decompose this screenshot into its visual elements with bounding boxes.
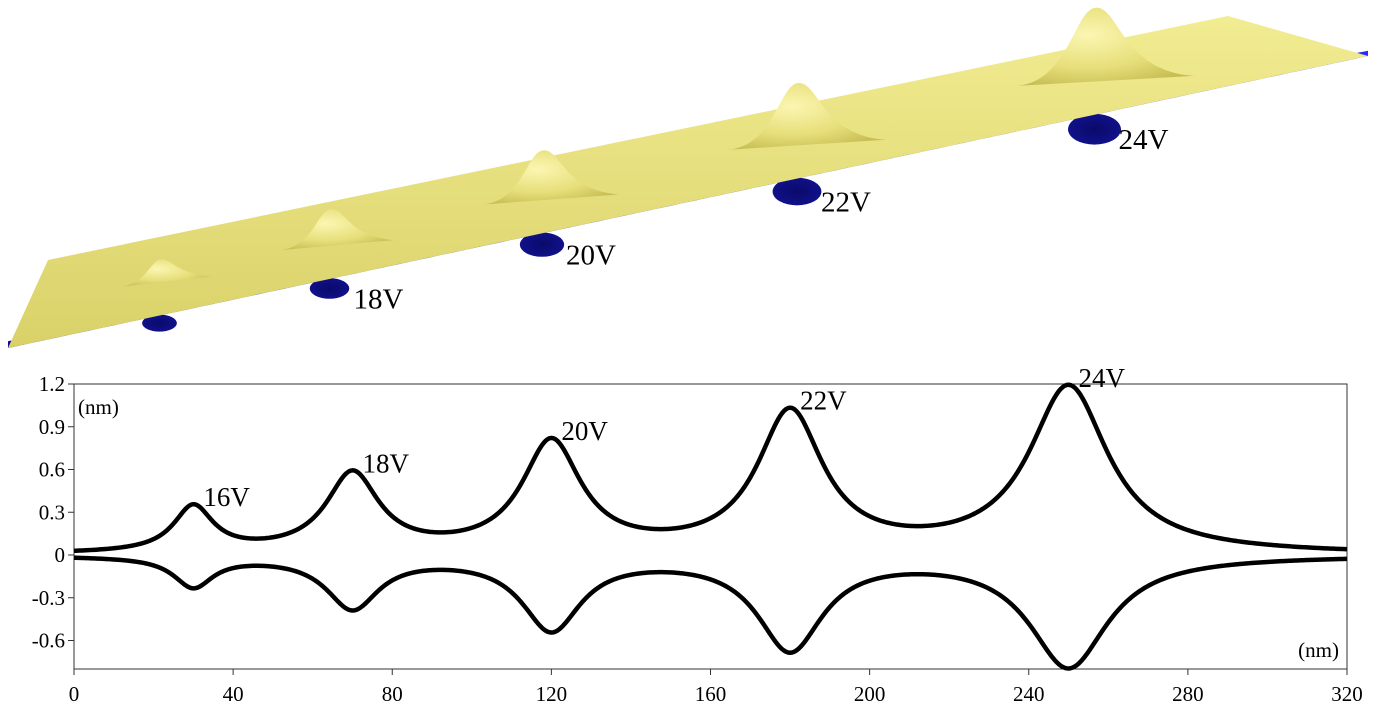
y-axis: 1.2 0.9 0.6 0.3 0 -0.3 -0.6: [32, 372, 74, 653]
y-tick-label: 0.9: [39, 415, 65, 439]
surface-peak: [482, 150, 619, 205]
surface-peak: [121, 259, 211, 287]
series-bottom-line: [73, 555, 1348, 671]
surface-peak-label: 18V: [354, 283, 404, 315]
y-tick-label: 0.6: [39, 458, 65, 482]
surface-peak: [727, 82, 886, 150]
x-axis: 0 40 80 120 160 200 240 280 320: [69, 669, 1363, 706]
surface-peak-label: 24V: [1119, 124, 1169, 156]
surface-topside: [8, 16, 1368, 348]
series-top-line: [73, 382, 1348, 554]
peak-label: 18V: [362, 448, 409, 478]
peak-labels: 16V 18V 20V 22V 24V: [203, 363, 1125, 512]
y-axis-unit: (nm): [78, 395, 119, 419]
profile-line-chart: 1.2 0.9 0.6 0.3 0 -0.3 -0.6 0 40 80 120 160 200 240 2…: [0, 360, 1380, 711]
peak-label: 22V: [800, 386, 847, 416]
surface-peak: [1016, 7, 1195, 86]
x-tick-label: 280: [1172, 682, 1204, 706]
y-tick-label: 0.3: [39, 500, 65, 524]
x-tick-label: 240: [1013, 682, 1045, 706]
y-tick-label: -0.3: [32, 586, 65, 610]
y-tick-label: -0.6: [32, 629, 65, 653]
surface-peaks: [121, 7, 1195, 287]
surface-dip: [309, 278, 350, 299]
surface-dip: [1068, 113, 1121, 145]
surface-peak-label: 22V: [821, 187, 871, 219]
surface-dip: [142, 314, 177, 332]
x-tick-label: 0: [69, 682, 80, 706]
x-tick-label: 200: [854, 682, 886, 706]
peak-label: 20V: [561, 416, 608, 446]
y-tick-label: 0: [55, 543, 66, 567]
x-tick-label: 80: [382, 682, 403, 706]
x-tick-label: 160: [695, 682, 727, 706]
y-tick-label: 1.2: [39, 372, 65, 396]
surface-plane: [8, 16, 1368, 348]
surface-peak: [280, 209, 394, 251]
plot-frame: [73, 383, 1348, 670]
plot-svg: 1.2 0.9 0.6 0.3 0 -0.3 -0.6 0 40 80 120 160 200 240 2…: [32, 363, 1363, 706]
x-tick-label: 40: [223, 682, 244, 706]
x-axis-unit: (nm): [1298, 638, 1339, 662]
surface-peak-label: 20V: [566, 240, 616, 272]
surface-dip: [772, 177, 822, 206]
surface-dip: [519, 232, 565, 257]
peak-label: 24V: [1079, 363, 1126, 393]
peak-label: 16V: [203, 482, 250, 512]
x-tick-label: 320: [1331, 682, 1363, 706]
x-tick-label: 120: [536, 682, 568, 706]
